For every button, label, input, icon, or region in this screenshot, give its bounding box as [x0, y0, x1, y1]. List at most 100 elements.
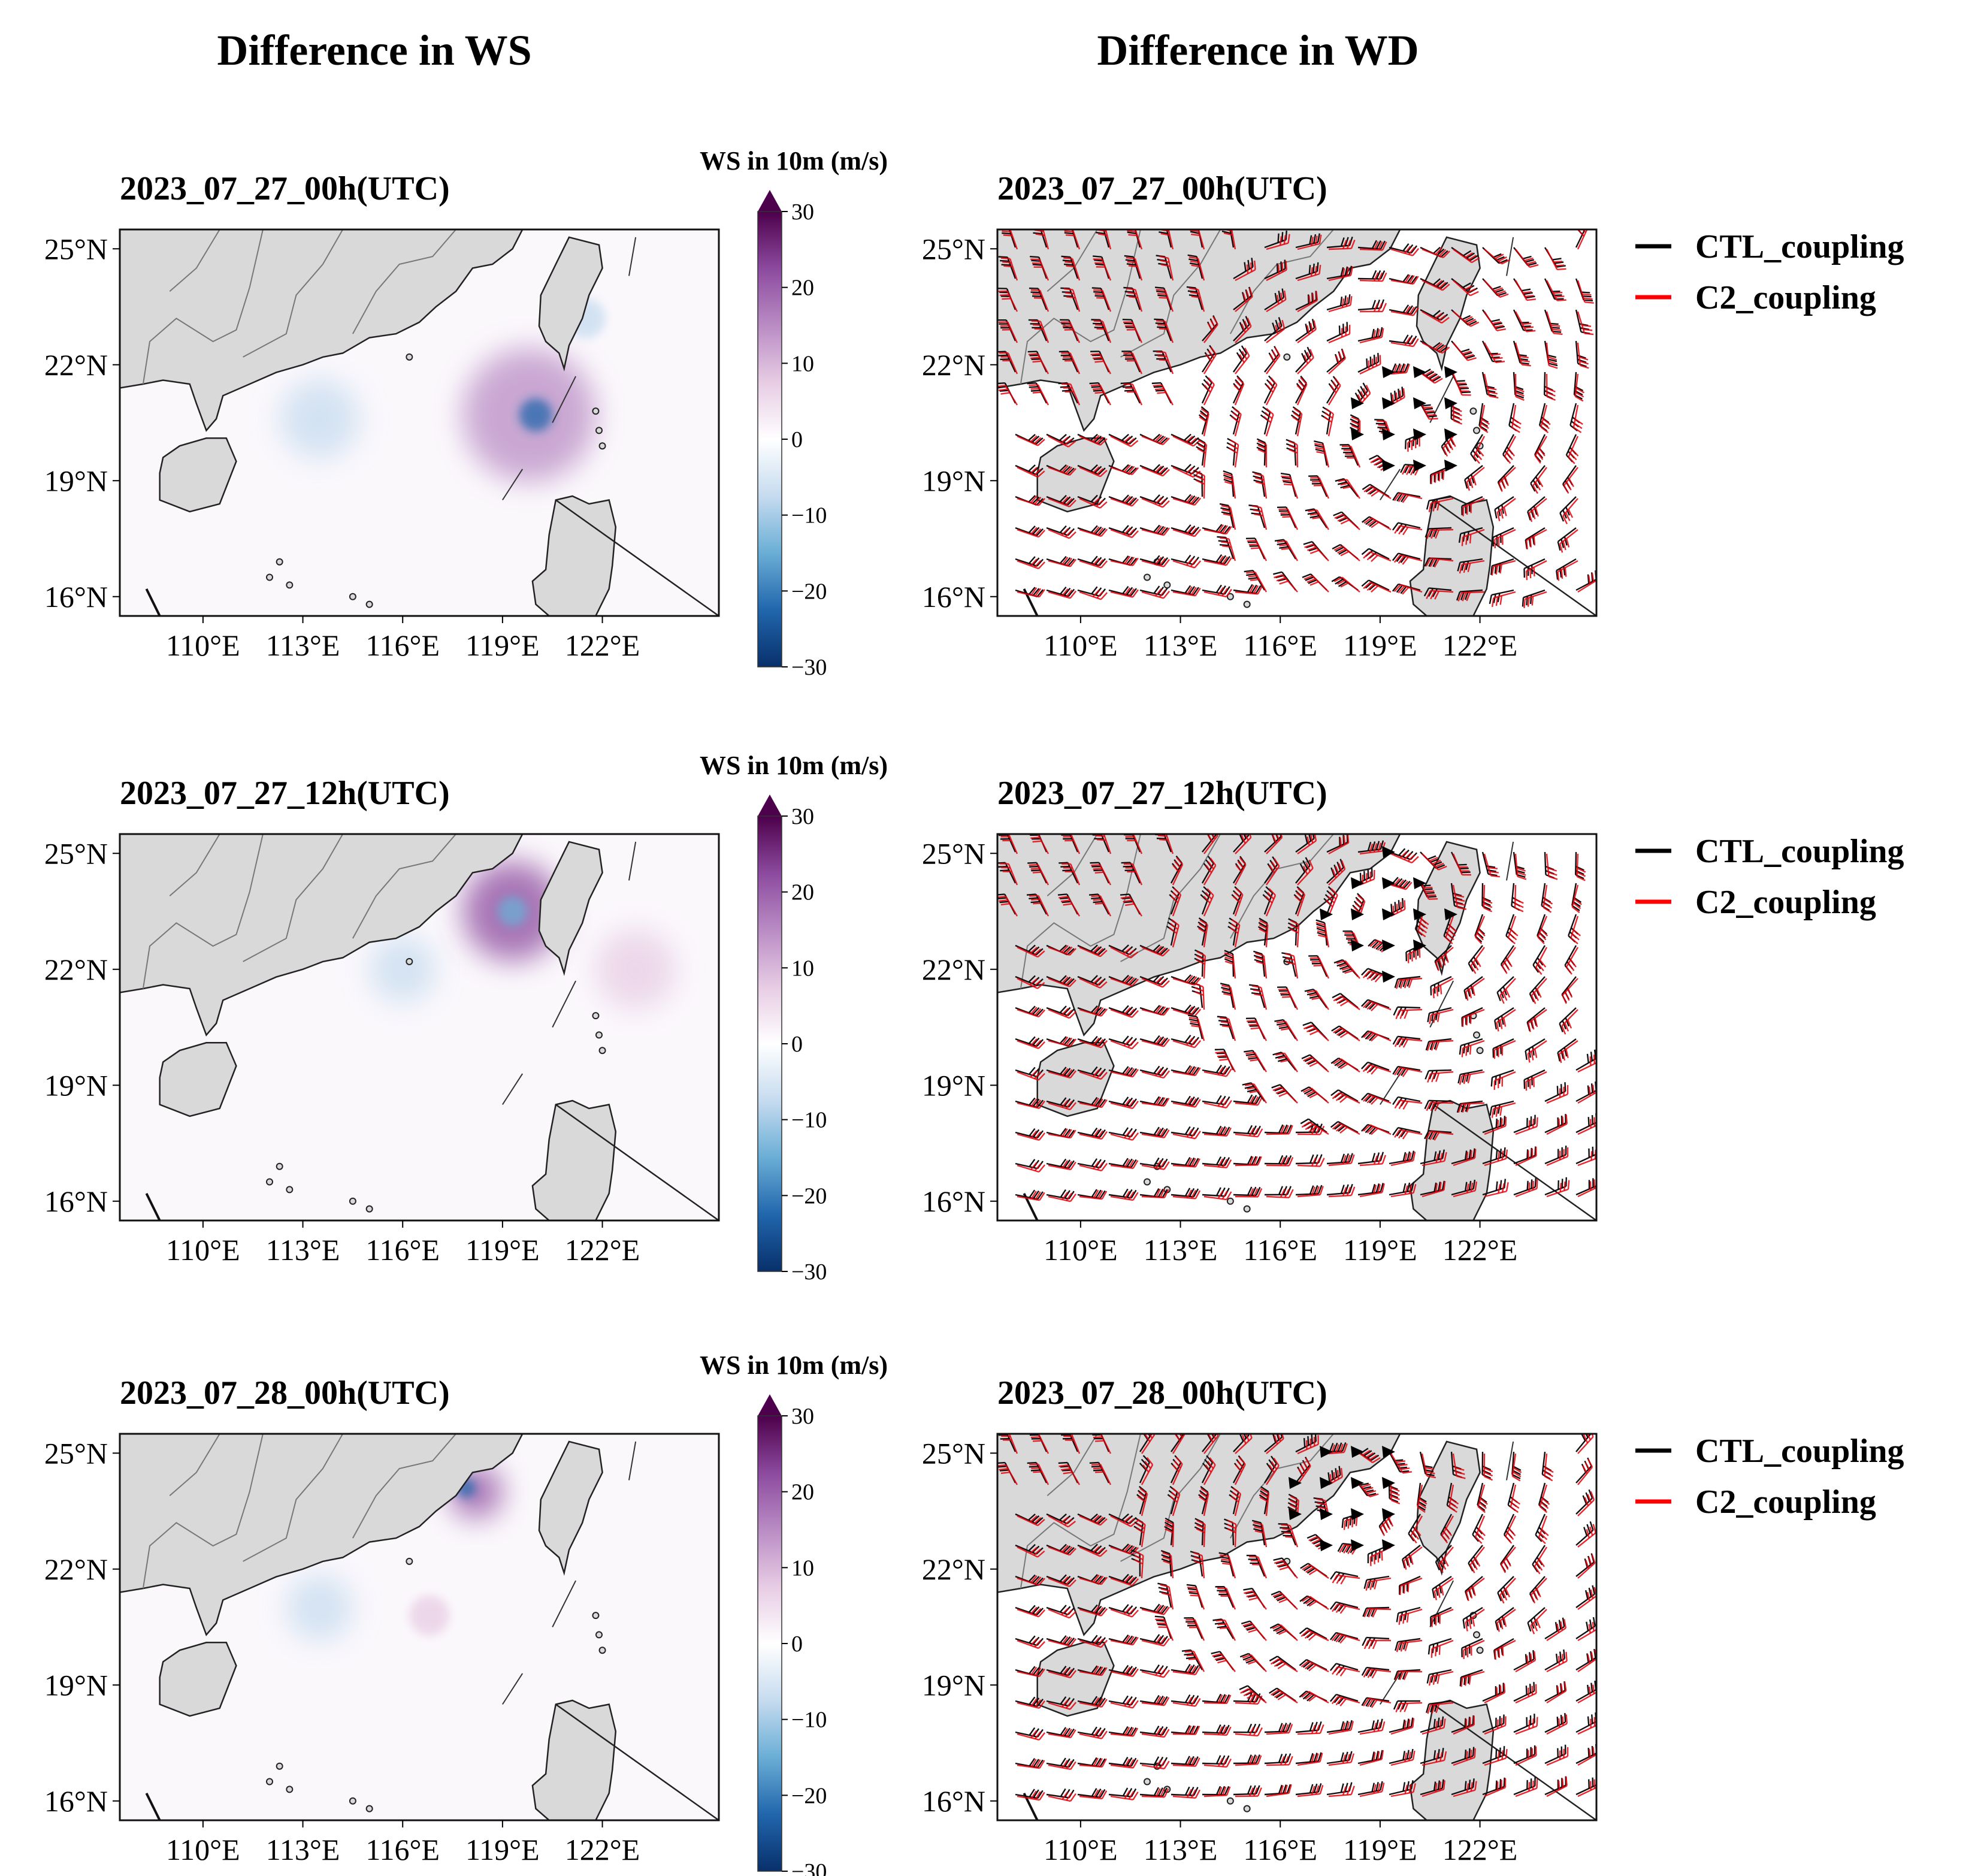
barb-feather: [1063, 1007, 1071, 1015]
barb-feather: [1100, 438, 1108, 446]
barb-feather: [1247, 1055, 1257, 1058]
barb-feather: [1370, 457, 1379, 464]
barb-feather: [1224, 586, 1230, 595]
barb-feather: [1314, 265, 1317, 276]
barb-feather: [1299, 863, 1306, 872]
c2-barb: [1061, 383, 1081, 406]
barb-feather: [1092, 434, 1100, 443]
barb-feather: [1029, 947, 1038, 954]
barb-feather: [1190, 1038, 1197, 1047]
barb-feather: [1031, 320, 1041, 322]
barb-feather: [1405, 364, 1410, 373]
barb-feather: [1033, 437, 1042, 445]
barb-feather: [1160, 264, 1171, 267]
barb-feather: [1060, 354, 1070, 357]
barb-feather: [1339, 297, 1343, 306]
c2-barb: [1197, 439, 1208, 468]
barb-feather: [1553, 333, 1563, 336]
c2-barb: [1284, 953, 1299, 979]
c2-barb: [1308, 509, 1330, 530]
ctl-barb: [1121, 351, 1141, 373]
barb-feather: [1346, 322, 1348, 331]
barb-feather: [1132, 557, 1139, 566]
c2-barb: [1328, 349, 1347, 374]
barb-feather: [1272, 1086, 1282, 1091]
barb-feather: [1100, 528, 1108, 537]
province-border: [1120, 229, 1221, 358]
ctl-barb: [1523, 1069, 1546, 1089]
barb-feather: [1205, 380, 1213, 389]
barb-feather: [1371, 841, 1376, 851]
barb-feather: [1434, 377, 1443, 384]
barb-feather: [1062, 869, 1072, 872]
barb-feather: [1234, 892, 1242, 899]
barb-feather: [1062, 259, 1072, 262]
ws-map-area: [120, 834, 719, 1221]
barb-feather: [1399, 390, 1402, 400]
barb-feather: [1390, 904, 1393, 913]
barb-feather: [1266, 892, 1275, 900]
barb-feather: [1090, 1005, 1098, 1013]
barb-feather: [1306, 346, 1312, 356]
ctl-barb: [1559, 1007, 1577, 1032]
barb-feather: [1277, 1090, 1287, 1095]
barb-feather: [1028, 495, 1036, 503]
ctl-barb: [1026, 893, 1048, 915]
barb-feather: [1278, 510, 1289, 512]
barb-feather: [1196, 471, 1205, 477]
barb-feather: [1032, 871, 1042, 874]
barb-feather: [1000, 836, 1010, 838]
c2-barb: [1470, 947, 1485, 974]
barb-feather: [1208, 377, 1215, 385]
y-tick-label: 16°N: [44, 1784, 108, 1818]
small-island: [365, 1805, 373, 1812]
barb-feather: [1122, 555, 1129, 564]
barb-feather: [1373, 941, 1381, 949]
ctl-barb: [1061, 255, 1079, 279]
barb-feather: [1241, 324, 1246, 333]
small-island: [1243, 1805, 1251, 1812]
barb-feather: [1036, 528, 1044, 536]
barb-feather: [1190, 1007, 1197, 1016]
ctl-barb: [1058, 382, 1079, 404]
barb-feather: [1346, 267, 1350, 277]
barb-feather: [1221, 505, 1231, 509]
barb-feather: [1132, 499, 1139, 507]
barb-feather: [1314, 444, 1324, 448]
ctl-barb: [1157, 229, 1172, 248]
barb-feather: [1526, 261, 1537, 265]
barb-feather: [1032, 1098, 1040, 1107]
barb-feather: [1281, 475, 1290, 478]
barb-feather: [1506, 958, 1513, 968]
barb-feather: [1196, 479, 1205, 485]
barb-feather: [1217, 524, 1224, 533]
barb-feather: [1397, 364, 1402, 374]
colorbar-tick-label: 20: [791, 276, 814, 301]
x-tick-label: 110°E: [166, 1833, 240, 1866]
barb-feather: [1037, 470, 1045, 478]
boundary-line: [628, 237, 637, 276]
barb-feather: [1304, 1057, 1314, 1062]
barb-feather: [1229, 443, 1238, 450]
ctl-barb: [1244, 570, 1266, 591]
barb-feather: [1126, 526, 1133, 534]
barb-feather: [1490, 1077, 1493, 1087]
ctl-barb: [1139, 1065, 1169, 1076]
barb-feather: [1336, 960, 1346, 965]
ctl-barb: [1197, 917, 1208, 946]
barb-feather: [997, 288, 1007, 289]
barb-feather: [1547, 867, 1557, 872]
x-tick-label: 119°E: [465, 1233, 540, 1267]
barb-feather: [1154, 388, 1165, 391]
ctl-barb: [1186, 286, 1203, 310]
small-island: [598, 1047, 606, 1055]
barb-feather: [1162, 437, 1170, 445]
barb-feather: [1063, 466, 1071, 473]
barb-feather: [1555, 264, 1565, 267]
barb-feather: [1396, 584, 1404, 593]
barb-feather: [1163, 1098, 1170, 1107]
barb-feather: [1197, 925, 1206, 932]
barb-feather: [1121, 464, 1129, 472]
c2-barb: [1120, 896, 1143, 917]
barb-feather: [1357, 389, 1363, 398]
